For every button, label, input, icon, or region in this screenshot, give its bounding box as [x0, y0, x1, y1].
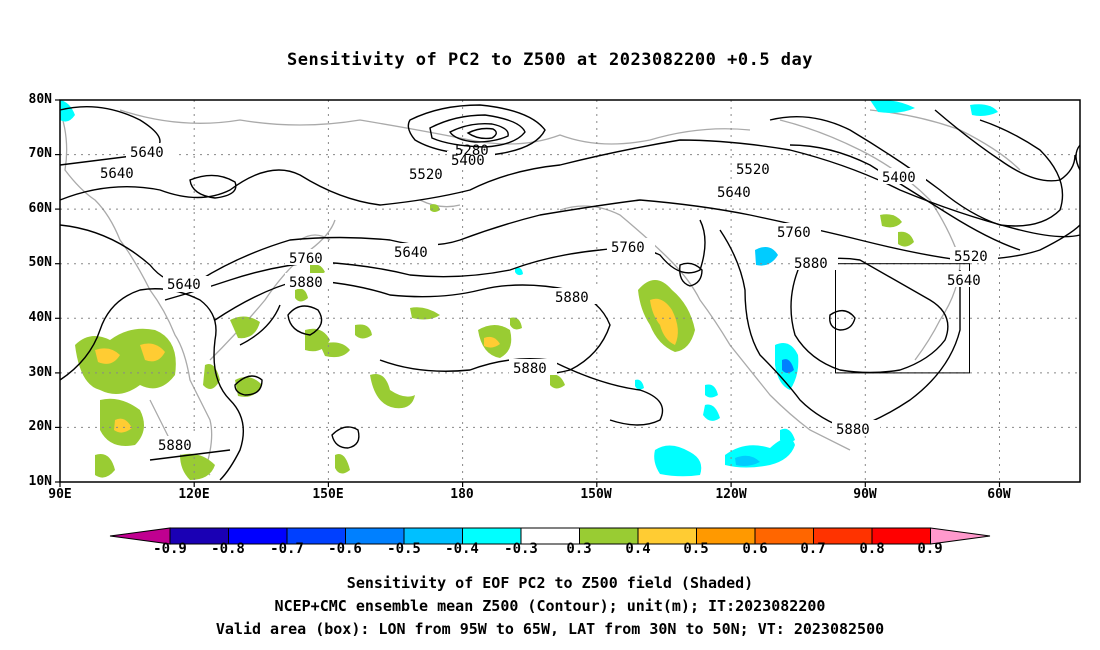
lon-label: 120W	[715, 487, 747, 502]
contour-label: 5880	[513, 361, 547, 377]
contour-label: 5640	[947, 273, 981, 289]
colorbar-tick: -0.3	[504, 541, 538, 557]
caption-shaded: Sensitivity of EOF PC2 to Z500 field (Sh…	[346, 574, 754, 592]
colorbar-tick: -0.9	[153, 541, 187, 557]
lat-label: 20N	[28, 419, 52, 434]
contour-label: 5640	[394, 245, 428, 261]
lat-label: 40N	[28, 310, 52, 325]
contour-label: 5880	[289, 275, 323, 291]
colorbar	[109, 527, 991, 545]
sensitivity-shading	[60, 99, 998, 480]
contour-label: 5880	[836, 422, 870, 438]
lat-label: 50N	[28, 255, 52, 270]
map-title: Sensitivity of PC2 to Z500 at 2023082200…	[286, 50, 813, 70]
contour-label: 5400	[882, 170, 916, 186]
colorbar-tick: 0.3	[566, 541, 592, 557]
lon-label: 90E	[48, 487, 72, 502]
colorbar-tick: -0.5	[387, 541, 421, 557]
lon-label: 150W	[580, 487, 612, 502]
lat-label: 60N	[28, 201, 52, 216]
caption-contour: NCEP+CMC ensemble mean Z500 (Contour); u…	[274, 597, 826, 615]
contour-label: 5640	[100, 166, 134, 182]
contour-label: 5520	[736, 162, 770, 178]
contour-label: 5400	[451, 153, 485, 169]
contour-label: 5640	[130, 145, 164, 161]
colorbar-tick: -0.8	[211, 541, 245, 557]
contour-label: 5640	[167, 277, 201, 293]
colorbar-high-arrow	[930, 527, 991, 545]
colorbar-tick: 0.6	[742, 541, 768, 557]
contour-label: 5880	[158, 438, 192, 454]
contour-label: 5880	[555, 290, 589, 306]
lon-label: 150E	[312, 487, 344, 502]
colorbar-tick: 0.9	[917, 541, 943, 557]
colorbar-tick: -0.6	[328, 541, 362, 557]
lon-label: 90W	[853, 487, 877, 502]
valid-area-box	[835, 263, 970, 374]
caption-valid-area: Valid area (box): LON from 95W to 65W, L…	[215, 620, 885, 638]
colorbar-tick: 0.8	[859, 541, 885, 557]
contour-label: 5640	[717, 185, 751, 201]
map-frame	[59, 99, 1081, 483]
contour-label: 5880	[794, 256, 828, 272]
colorbar-tick: 0.5	[683, 541, 709, 557]
lon-label: 120E	[178, 487, 210, 502]
colorbar-tick: 0.4	[625, 541, 651, 557]
lat-label: 10N	[28, 474, 52, 489]
colorbar-tick: -0.4	[445, 541, 479, 557]
lon-label: 60W	[987, 487, 1011, 502]
lon-label: 180	[450, 487, 474, 502]
colorbar-tick: -0.7	[270, 541, 304, 557]
contour-labels: 5640 5640 5640 5640 5520 5400 5280 5520 …	[96, 143, 998, 454]
lat-label: 80N	[28, 92, 52, 107]
ticks	[55, 99, 1001, 487]
contour-label: 5760	[611, 240, 645, 256]
lat-label: 70N	[28, 146, 52, 161]
colorbar-tick: 0.7	[800, 541, 826, 557]
lat-label: 30N	[28, 365, 52, 380]
coastlines	[59, 109, 1021, 476]
contour-label: 5760	[289, 251, 323, 267]
contour-label: 5280	[455, 143, 489, 159]
contour-label: 5520	[954, 249, 988, 265]
contour-label: 5760	[777, 225, 811, 241]
contour-label: 5520	[409, 167, 443, 183]
